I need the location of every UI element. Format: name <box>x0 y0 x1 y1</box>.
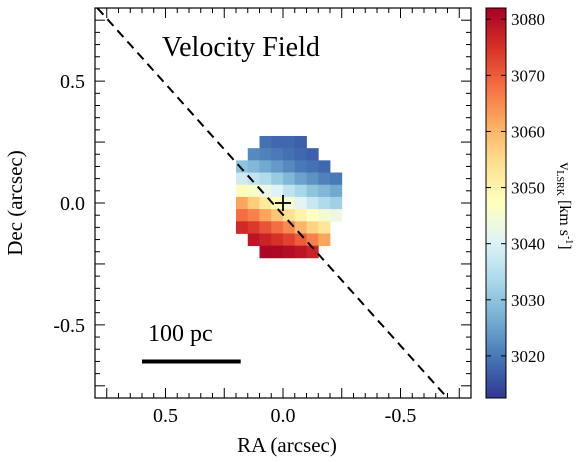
colorbar-tick-label: 3070 <box>511 66 545 85</box>
heatmap-pixel <box>318 160 331 173</box>
heatmap-pixel <box>283 172 296 186</box>
heatmap-pixel <box>318 196 331 210</box>
heatmap-pixel <box>306 148 319 161</box>
heatmap-pixel <box>283 135 296 149</box>
heatmap-pixel <box>283 221 296 234</box>
heatmap-pixel <box>330 184 343 198</box>
heatmap-pixel <box>259 148 272 161</box>
heatmap-pixel <box>259 233 272 247</box>
x-tick-label: 0.5 <box>153 405 178 427</box>
heatmap-pixel <box>247 196 260 210</box>
heatmap-pixel <box>271 160 284 173</box>
scale-bar-label: 100 pc <box>148 321 213 347</box>
heatmap-pixel <box>318 233 331 247</box>
heatmap-pixel <box>259 245 272 259</box>
heatmap-pixel <box>271 221 284 234</box>
heatmap-pixel <box>306 160 319 173</box>
heatmap-pixel <box>271 172 284 186</box>
heatmap-pixel <box>236 172 249 186</box>
heatmap-pixel <box>306 184 319 198</box>
y-tick-label: -0.5 <box>53 315 85 337</box>
y-axis-label: Dec (arcsec) <box>3 150 27 256</box>
colorbar-tick-label: 3020 <box>511 347 545 366</box>
heatmap-pixel <box>294 172 307 186</box>
colorbar-label: vLSRK [km s-1] <box>554 162 574 249</box>
y-tick-label: 0.0 <box>60 193 85 215</box>
heatmap-pixel <box>247 172 260 186</box>
y-tick-label: 0.5 <box>60 71 85 93</box>
heatmap-pixel <box>259 209 272 222</box>
heatmap-pixel <box>294 245 307 259</box>
heatmap-pixel <box>236 184 249 198</box>
heatmap-pixel <box>247 233 260 247</box>
heatmap-pixel <box>294 148 307 161</box>
heatmap-pixel <box>259 160 272 173</box>
heatmap-pixel <box>247 148 260 161</box>
heatmap-pixel <box>259 184 272 198</box>
heatmap-pixel <box>330 172 343 186</box>
heatmap-pixel <box>259 221 272 234</box>
heatmap-pixel <box>318 221 331 234</box>
heatmap-pixel <box>294 196 307 210</box>
x-tick-label: 0.0 <box>271 405 296 427</box>
colorbar-tick-label: 3030 <box>511 291 545 310</box>
heatmap-pixel <box>283 184 296 198</box>
heatmap-pixel <box>294 184 307 198</box>
colorbar-tick-label: 3040 <box>511 235 545 254</box>
velocity-heatmap <box>236 135 343 259</box>
heatmap-pixel <box>283 209 296 222</box>
heatmap-pixel <box>294 135 307 149</box>
heatmap-pixel <box>271 233 284 247</box>
heatmap-pixel <box>271 135 284 149</box>
plot-axes: 0.5 0.0 -0.5 0.5 0.0 -0.5 <box>53 7 472 427</box>
heatmap-pixel <box>259 172 272 186</box>
heatmap-pixel <box>247 160 260 173</box>
major-axis-dashed-line <box>96 7 449 399</box>
overlay-layer <box>96 7 449 399</box>
heatmap-pixel <box>330 209 343 222</box>
heatmap-pixel <box>236 160 249 173</box>
heatmap-pixel <box>283 148 296 161</box>
heatmap-pixel <box>318 172 331 186</box>
heatmap-pixel <box>318 184 331 198</box>
heatmap-pixel <box>271 245 284 259</box>
heatmap-pixel <box>283 233 296 247</box>
colorbar-tick-label: 3050 <box>511 179 545 198</box>
heatmap-pixel <box>294 221 307 234</box>
heatmap-pixel <box>283 245 296 259</box>
heatmap-pixel <box>271 184 284 198</box>
colorbar-label-unit: [km s <box>556 200 573 236</box>
heatmap-pixel <box>283 160 296 173</box>
heatmap-pixel <box>330 196 343 210</box>
heatmap-pixel <box>236 221 249 234</box>
colorbar-tick-label: 3080 <box>511 10 545 29</box>
colorbar-label-sub: LSRK <box>554 170 565 196</box>
colorbar-tick-label: 3060 <box>511 122 545 141</box>
heatmap-pixel <box>247 209 260 222</box>
heatmap-pixel <box>247 184 260 198</box>
chart-title: Velocity Field <box>162 32 320 63</box>
colorbar-label-close: ] <box>556 244 573 249</box>
colorbar-label-main: v <box>556 162 573 170</box>
heatmap-pixel <box>306 209 319 222</box>
x-tick-label: -0.5 <box>385 405 417 427</box>
colorbar: 3080 3070 3060 3050 3040 3030 3020 <box>485 7 545 399</box>
heatmap-pixel <box>236 209 249 222</box>
heatmap-pixel <box>306 221 319 234</box>
heatmap-pixel <box>259 135 272 149</box>
colorbar-label-exp: -1 <box>563 236 574 244</box>
heatmap-pixel <box>306 245 319 259</box>
heatmap-pixel <box>318 209 331 222</box>
heatmap-pixel <box>294 209 307 222</box>
heatmap-pixel <box>247 221 260 234</box>
heatmap-pixel <box>306 196 319 210</box>
x-axis-label: RA (arcsec) <box>237 433 337 457</box>
heatmap-pixel <box>294 160 307 173</box>
heatmap-pixel <box>236 196 249 210</box>
colorbar-scale <box>485 7 507 399</box>
heatmap-pixel <box>271 209 284 222</box>
heatmap-pixel <box>271 148 284 161</box>
heatmap-pixel <box>306 172 319 186</box>
